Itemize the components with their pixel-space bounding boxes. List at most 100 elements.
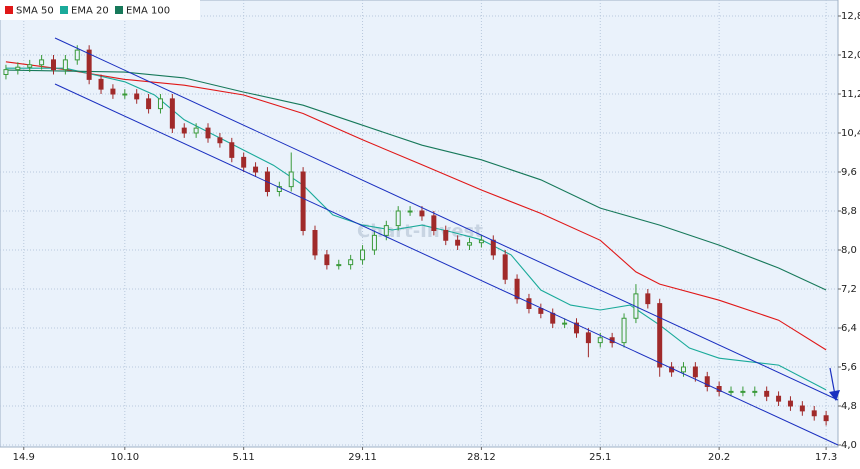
y-tick-label: 10,4 [841, 128, 860, 139]
candle-body [181, 127, 187, 134]
candle-body [169, 98, 175, 129]
candle-body [134, 93, 140, 100]
candle-body [680, 366, 686, 373]
candle-body [288, 171, 294, 188]
candle-body [336, 264, 342, 267]
candle-body [157, 98, 163, 110]
arrow [829, 367, 840, 401]
candle-body [241, 156, 247, 168]
candle-body [15, 66, 21, 71]
candle-body [110, 88, 116, 95]
candle-body [74, 49, 80, 61]
candle-body [585, 332, 591, 344]
legend-label: EMA 20 [71, 6, 109, 17]
y-tick-label: 8,8 [841, 206, 857, 217]
candle-body [657, 303, 663, 368]
candle-body [205, 127, 211, 139]
candle-body [253, 166, 259, 173]
legend-swatch [115, 6, 123, 14]
candle-body [787, 400, 793, 407]
candle-body [50, 59, 56, 71]
x-tick-label: 28.12 [467, 452, 496, 463]
candle-body [823, 415, 829, 422]
legend-label: EMA 100 [126, 6, 170, 17]
y-tick-label: 11,2 [841, 89, 860, 100]
y-tick-label: 8,0 [841, 245, 857, 256]
candle-body [276, 186, 282, 192]
x-tick-label: 5.11 [233, 452, 255, 463]
candle-body [478, 239, 484, 244]
axes: 4,0 4,8 5,6 6,4 7,2 8,0 8,8 9,6 10,4 11,2 12,0 12,8… [13, 11, 860, 463]
candle-body [39, 59, 45, 66]
y-tick-label: 6,4 [841, 323, 857, 334]
x-tick-label: 10.10 [110, 452, 139, 463]
candle-body [799, 405, 805, 412]
candle-body [419, 210, 425, 217]
candle-body [86, 49, 92, 80]
candle-body [538, 308, 544, 314]
candle-body [62, 59, 68, 71]
candle-body [348, 259, 354, 266]
candle-body [443, 230, 449, 241]
x-tick-label: 14.9 [13, 452, 35, 463]
candle-body [704, 376, 710, 387]
candle-body [3, 69, 9, 75]
candle-body [27, 64, 33, 68]
candle-body [502, 254, 508, 280]
x-tick-label: 20.2 [708, 452, 730, 463]
candle-body [728, 390, 734, 393]
trend-channel-lower [54, 83, 839, 446]
candle-body [455, 239, 461, 246]
candle-body [395, 210, 401, 227]
y-tick-label: 4,8 [841, 401, 857, 412]
x-tick-label: 29.11 [348, 452, 377, 463]
candle-body [514, 278, 520, 300]
candle-body [692, 366, 698, 378]
y-tick-label: 9,6 [841, 167, 857, 178]
candle-body [562, 322, 568, 325]
y-tick-label: 7,2 [841, 284, 857, 295]
candle-body [597, 337, 603, 344]
trend-channel-upper [54, 37, 839, 401]
candle-body [217, 137, 223, 144]
y-tick-label: 12,8 [841, 11, 860, 22]
candle-body [431, 215, 437, 231]
candle-body [383, 225, 389, 236]
x-tick-label: 25.1 [589, 452, 611, 463]
candle-body [490, 239, 496, 256]
y-tick-label: 12,0 [841, 50, 860, 61]
legend: SMA 50 EMA 20 EMA 100 [5, 6, 170, 17]
candle-body [764, 390, 770, 397]
grid [0, 0, 838, 447]
candle-body [740, 390, 746, 393]
legend-swatch [5, 6, 13, 14]
indicator-line [5, 69, 827, 291]
candle-body [324, 254, 330, 266]
legend-label: SMA 50 [16, 6, 54, 17]
x-tick-label: 17.3 [815, 452, 837, 463]
candle-body [776, 395, 782, 402]
candle-body [573, 322, 579, 334]
candle-body [467, 242, 473, 246]
candle-body [621, 317, 627, 344]
indicator-line [5, 61, 827, 351]
y-tick-label: 4,0 [841, 440, 857, 451]
candle-body [122, 93, 128, 96]
legend-swatch [60, 6, 68, 14]
candle-body [193, 127, 199, 134]
candle-body [371, 234, 377, 251]
candle-body [300, 171, 306, 231]
candle-body [811, 410, 817, 417]
candle-body [752, 390, 758, 393]
candle-body [407, 210, 413, 213]
candle-body [645, 293, 651, 305]
candle-body [550, 312, 556, 324]
candle-body [360, 249, 366, 261]
candle-body [229, 142, 235, 158]
candle-body [146, 98, 152, 110]
candle-body [98, 78, 104, 90]
legend-background [0, 0, 200, 20]
candle-body [312, 230, 318, 256]
plot-area [0, 0, 839, 448]
